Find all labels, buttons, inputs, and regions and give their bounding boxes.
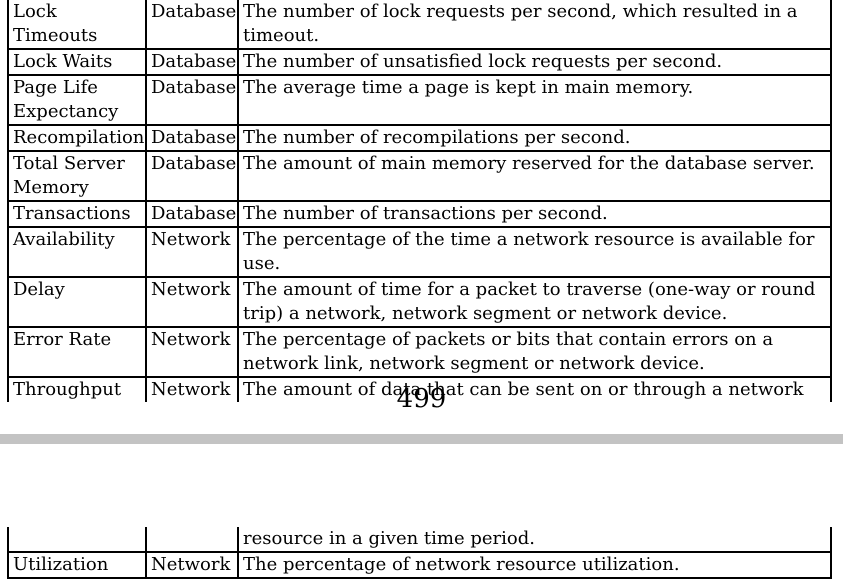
metrics-table-bottom: resource in a given time period. Utiliza… [7,527,832,579]
metric-description-cell: The number of lock requests per second, … [237,0,832,50]
table-row: Error Rate Network The percentage of pac… [7,326,832,378]
metric-description-cell: The amount of main memory reserved for t… [237,150,832,202]
table-row: Total Server Memory Database The amount … [7,150,832,202]
metric-description-cell: The percentage of the time a network res… [237,226,832,278]
metric-name-cell: Total Server Memory [7,150,147,202]
metric-type-cell: Database [145,0,239,50]
metric-type-cell: Network [145,276,239,328]
metric-type-cell: Database [145,74,239,126]
metric-name-cell: Transactions [7,200,147,228]
metric-name-cell: Lock Waits [7,48,147,76]
metric-description-cell: The amount of data that can be sent on o… [237,376,832,402]
metric-name-cell: Page Life Expectancy [7,74,147,126]
metric-type-cell: Database [145,150,239,202]
table-row: Transactions Database The number of tran… [7,200,832,228]
metric-name-cell: Recompilations [7,124,147,152]
table-row: Throughput Network The amount of data th… [7,376,832,402]
metric-type-cell: Database [145,48,239,76]
metric-type-cell: Network [145,326,239,378]
table-row: Utilization Network The percentage of ne… [7,551,832,579]
metric-description-cell: The percentage of network resource utili… [237,551,832,579]
metric-name-cell: Availability [7,226,147,278]
metric-name-cell: Lock Timeouts [7,0,147,50]
table-row: resource in a given time period. [7,527,832,553]
table-row: Page Life Expectancy Database The averag… [7,74,832,126]
metric-description-cell: The percentage of packets or bits that c… [237,326,832,378]
metric-name-cell: Utilization [7,551,147,579]
metric-type-cell: Database [145,124,239,152]
table-row: Lock Waits Database The number of unsati… [7,48,832,76]
metric-type-cell [145,527,239,553]
metric-name-cell [7,527,147,553]
metric-type-cell: Network [145,551,239,579]
metric-type-cell: Network [145,226,239,278]
metric-name-cell: Error Rate [7,326,147,378]
metric-description-cell: The average time a page is kept in main … [237,74,832,126]
metric-description-cell: The number of recompilations per second. [237,124,832,152]
metric-description-cell: resource in a given time period. [237,527,832,553]
page-number: 499 [396,384,447,414]
table-row: Lock Timeouts Database The number of loc… [7,0,832,50]
table-row: Availability Network The percentage of t… [7,226,832,278]
table-row: Recompilations Database The number of re… [7,124,832,152]
metric-description-cell: The number of transactions per second. [237,200,832,228]
metric-description-cell: The number of unsatisfied lock requests … [237,48,832,76]
metric-type-cell: Network [145,376,239,402]
metrics-table-top: Lock Timeouts Database The number of loc… [7,0,832,402]
table-row: Delay Network The amount of time for a p… [7,276,832,328]
metric-name-cell: Throughput [7,376,147,402]
metric-type-cell: Database [145,200,239,228]
metric-name-cell: Delay [7,276,147,328]
page-separator [0,434,843,444]
metric-description-cell: The amount of time for a packet to trave… [237,276,832,328]
